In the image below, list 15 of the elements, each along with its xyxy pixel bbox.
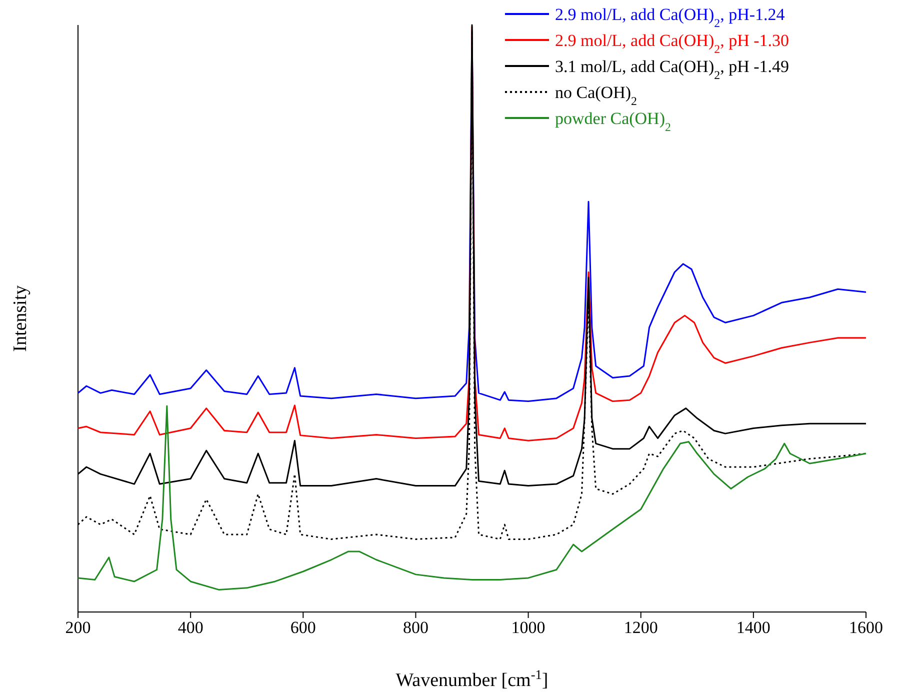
x-tick-label: 1400 [736,618,770,638]
legend-label: 2.9 mol/L, add Ca(OH)$_{2}$, pH-1.24 [555,5,786,30]
y-axis-title: Intensity [10,284,31,352]
legend-label: powder Ca(OH)$_{2}$ [555,109,671,134]
x-tick-label: 800 [402,618,428,638]
legend-label: no Ca(OH)$_{2}$ [555,83,638,108]
x-tick-label: 400 [178,618,204,638]
x-tick-label: 1000 [511,618,546,638]
x-tick-label: 200 [65,618,91,638]
legend-label: 3.1 mol/L, add Ca(OH)$_{2}$, pH -1.49 [555,57,790,82]
x-tick-label: 1200 [624,618,658,638]
x-tick-label: 1600 [849,618,883,638]
legend-label: 2.9 mol/L, add Ca(OH)$_{2}$, pH -1.30 [555,31,790,56]
x-tick-label: 600 [290,618,316,638]
x-axis-title: Wavenumber [cm$^{-1}$] [396,666,548,691]
